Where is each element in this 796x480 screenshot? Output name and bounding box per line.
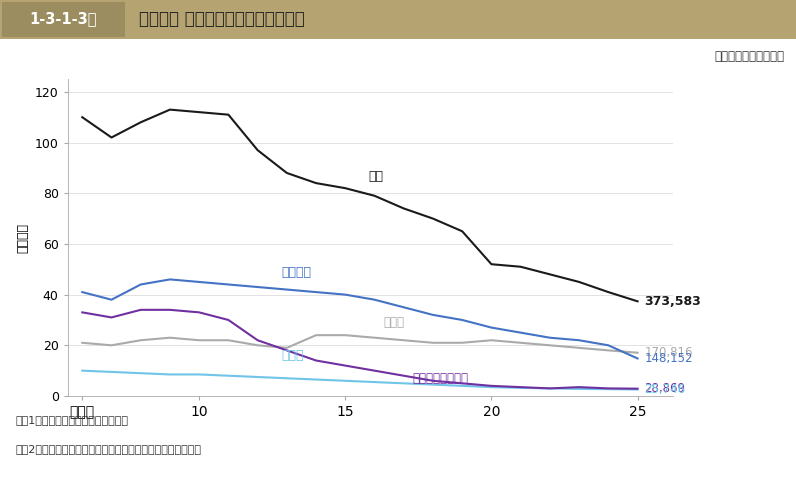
Text: 148,152: 148,152 [645, 352, 693, 365]
Bar [2, 2, 125, 37]
Text: 速度超過: 速度超過 [281, 266, 311, 279]
Y-axis label: （万件）: （万件） [16, 223, 29, 252]
Text: 170,816: 170,816 [645, 346, 693, 359]
Text: 25,746: 25,746 [645, 383, 685, 396]
Text: 酒気帯び・酒酔い: 酒気帯び・酒酔い [412, 372, 468, 385]
Text: 1-3-1-3図: 1-3-1-3図 [29, 12, 97, 26]
Text: 道交違反 送致事件の取締件数の推移: 道交違反 送致事件の取締件数の推移 [139, 10, 305, 28]
Text: （平成６年～２５年）: （平成６年～２５年） [714, 50, 784, 63]
Text: その他: その他 [384, 316, 404, 329]
Text: 28,869: 28,869 [645, 382, 685, 395]
Text: 注　1　警察庁交通局の統計による。: 注 1 警察庁交通局の統計による。 [16, 415, 129, 425]
Text: 無免許: 無免許 [281, 349, 303, 362]
Text: 総数: 総数 [369, 170, 384, 183]
Text: 373,583: 373,583 [645, 295, 701, 308]
Text: 2　軽車両等による違反は、「その他」に計上している。: 2 軽車両等による違反は、「その他」に計上している。 [16, 444, 202, 454]
